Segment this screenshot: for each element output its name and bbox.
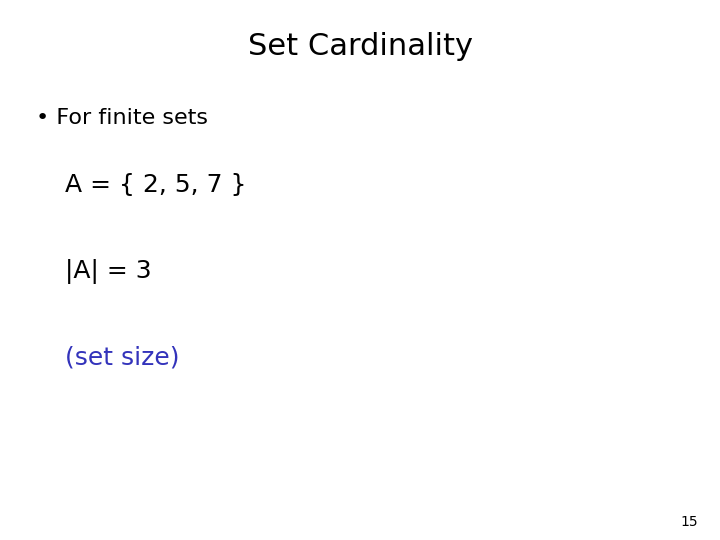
- Text: (set size): (set size): [65, 346, 179, 369]
- Text: A = { 2, 5, 7 }: A = { 2, 5, 7 }: [65, 173, 246, 197]
- Text: • For finite sets: • For finite sets: [36, 108, 208, 128]
- Text: Set Cardinality: Set Cardinality: [248, 32, 472, 62]
- Text: 15: 15: [681, 515, 698, 529]
- Text: |A| = 3: |A| = 3: [65, 259, 151, 284]
